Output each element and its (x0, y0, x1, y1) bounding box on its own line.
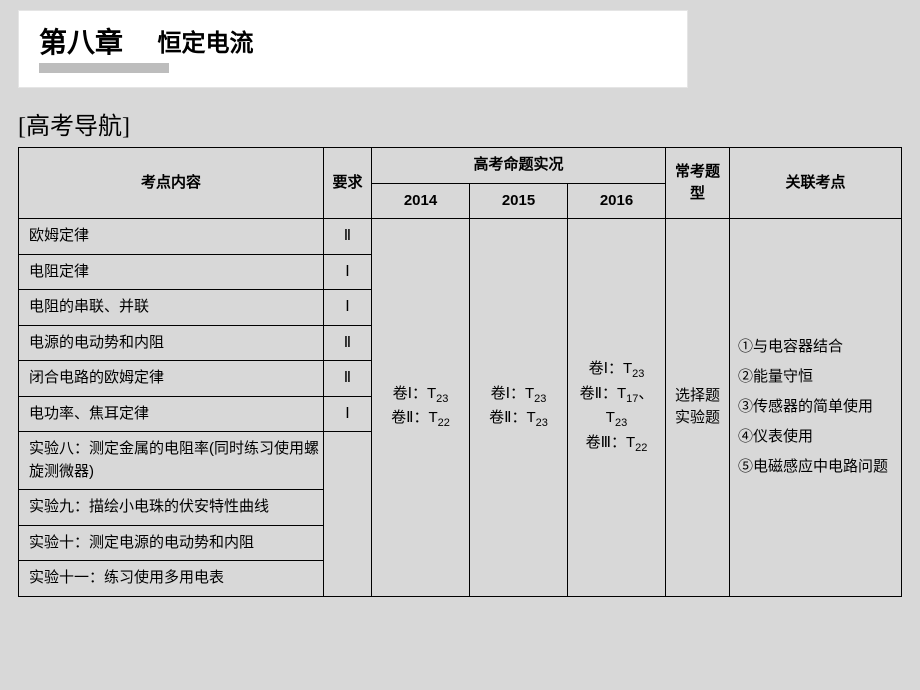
nav-title: [高考导航] (18, 106, 902, 141)
topic-cell: 欧姆定律 (19, 219, 324, 255)
exam-table: 考点内容 要求 高考命题实况 常考题型 关联考点 2014 2015 2016 … (18, 147, 902, 597)
req-cell: Ⅱ (324, 219, 372, 255)
topic-cell: 电源的电动势和内阻 (19, 325, 324, 361)
topic-cell: 闭合电路的欧姆定律 (19, 361, 324, 397)
req-cell: Ⅰ (324, 254, 372, 290)
topic-cell: 实验九：描绘小电珠的伏安特性曲线 (19, 490, 324, 526)
req-cell: Ⅰ (324, 396, 372, 432)
topic-cell: 电阻的串联、并联 (19, 290, 324, 326)
slide: 第八章 恒定电流 [高考导航] 考点内容 要求 高考命题实况 常考题型 关联考点… (0, 0, 920, 690)
table-body: 欧姆定律 Ⅱ 卷Ⅰ：T23卷Ⅱ：T22 卷Ⅰ：T23卷Ⅱ：T23 卷Ⅰ：T23卷… (19, 219, 902, 597)
topic-cell: 实验十一：练习使用多用电表 (19, 561, 324, 597)
col-topic: 考点内容 (19, 148, 324, 219)
topic-cell: 电功率、焦耳定律 (19, 396, 324, 432)
y2015-cell: 卷Ⅰ：T23卷Ⅱ：T23 (470, 219, 568, 597)
req-cell: Ⅱ (324, 325, 372, 361)
y2014-cell: 卷Ⅰ：T23卷Ⅱ：T22 (372, 219, 470, 597)
col-related: 关联考点 (730, 148, 902, 219)
freq-type-cell: 选择题实验题 (666, 219, 730, 597)
related-cell: ①与电容器结合②能量守恒③传感器的简单使用④仪表使用⑤电磁感应中电路问题 (730, 219, 902, 597)
y2016-cell: 卷Ⅰ：T23卷Ⅱ：T17、T23卷Ⅲ：T22 (568, 219, 666, 597)
header-box: 第八章 恒定电流 (18, 10, 688, 88)
chapter-underline (39, 63, 169, 73)
col-2015: 2015 (470, 183, 568, 219)
table-head-row-1: 考点内容 要求 高考命题实况 常考题型 关联考点 (19, 148, 902, 184)
col-freq-type: 常考题型 (666, 148, 730, 219)
topic-cell: 实验八：测定金属的电阻率(同时练习使用螺旋测微器) (19, 432, 324, 490)
req-cell: Ⅱ (324, 361, 372, 397)
req-cell-empty (324, 432, 372, 597)
col-req: 要求 (324, 148, 372, 219)
table-row: 欧姆定律 Ⅱ 卷Ⅰ：T23卷Ⅱ：T22 卷Ⅰ：T23卷Ⅱ：T23 卷Ⅰ：T23卷… (19, 219, 902, 255)
col-2014: 2014 (372, 183, 470, 219)
col-exam-status: 高考命题实况 (372, 148, 666, 184)
topic-cell: 电阻定律 (19, 254, 324, 290)
col-2016: 2016 (568, 183, 666, 219)
topic-cell: 实验十：测定电源的电动势和内阻 (19, 525, 324, 561)
chapter-label: 第八章 (39, 21, 123, 61)
topic-title: 恒定电流 (157, 21, 253, 58)
req-cell: Ⅰ (324, 290, 372, 326)
